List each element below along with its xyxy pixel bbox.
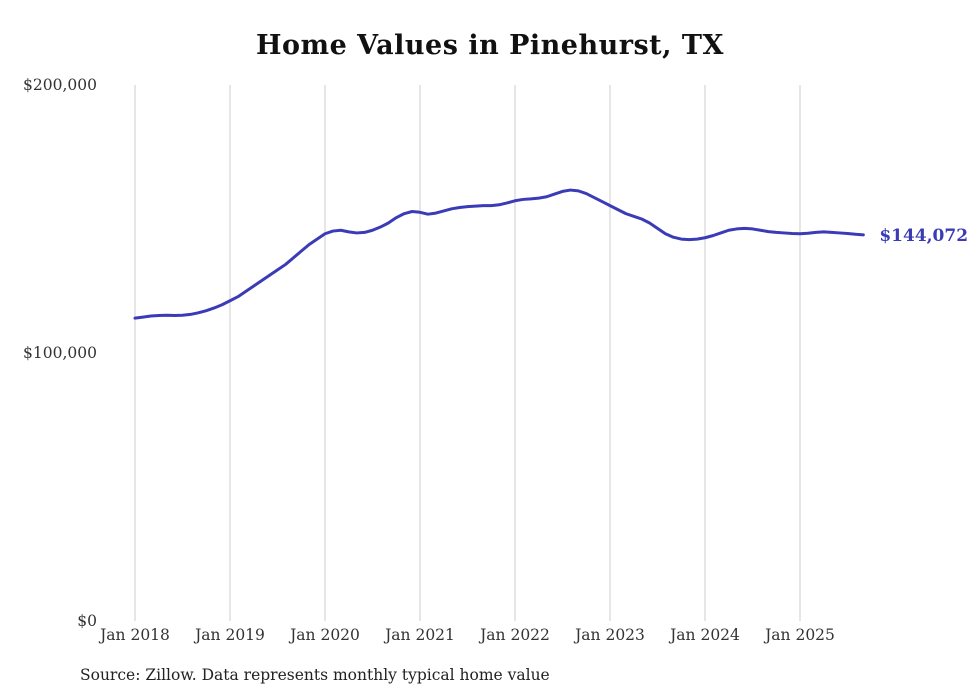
- source-note: Source: Zillow. Data represents monthly …: [80, 666, 550, 684]
- y-tick-label: $200,000: [23, 76, 97, 94]
- x-tick-label: Jan 2018: [98, 626, 170, 644]
- y-tick-label: $100,000: [23, 344, 97, 362]
- x-tick-label: Jan 2020: [288, 626, 360, 644]
- y-axis-labels: $0 $100,000 $200,000: [23, 76, 97, 630]
- x-axis-labels: Jan 2018 Jan 2019 Jan 2020 Jan 2021 Jan 2022…: [98, 626, 835, 644]
- chart-title: Home Values in Pinehurst, TX: [256, 30, 724, 61]
- current-value-label: $144,072: [879, 226, 968, 246]
- x-tick-label: Jan 2019: [193, 626, 265, 644]
- x-tick-label: Jan 2022: [478, 626, 550, 644]
- home-value-line: [133, 188, 865, 320]
- x-tick-label: Jan 2021: [383, 626, 455, 644]
- gridlines: [134, 85, 801, 621]
- x-tick-label: Jan 2023: [573, 626, 645, 644]
- x-tick-label: Jan 2024: [668, 626, 740, 644]
- x-tick-label: Jan 2025: [763, 626, 835, 644]
- y-tick-label: $0: [77, 612, 97, 630]
